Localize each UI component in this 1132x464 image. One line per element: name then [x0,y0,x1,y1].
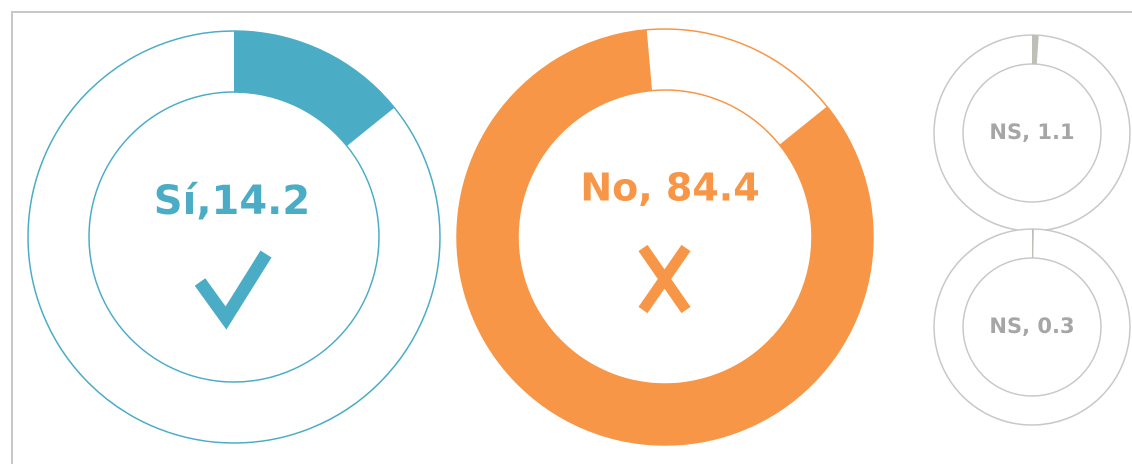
value-label: NS, 1.1 [989,120,1074,144]
donut-segment [234,31,395,146]
value-label: NS, 0.3 [989,314,1074,338]
value-label: No, 84.4 [580,166,759,210]
donut-segment [457,29,873,446]
check-icon [194,250,272,330]
donut-segment [1032,229,1034,259]
value-label: Sí,14.2 [154,178,310,224]
frame [11,11,1132,464]
donut-segment [1032,35,1039,65]
cross-icon [638,244,691,314]
